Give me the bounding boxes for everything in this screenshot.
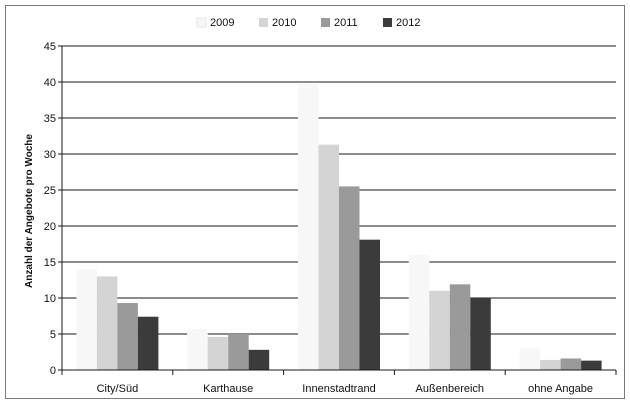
- legend-swatch: [196, 17, 207, 28]
- bar: [76, 269, 97, 370]
- bar: [228, 334, 249, 370]
- bar: [429, 290, 450, 370]
- bar: [298, 84, 319, 370]
- chart-frame: 2009 2010 2011 2012 0 5 10 15 20 25 30 35 40 45 City…: [5, 5, 625, 399]
- bar: [187, 328, 208, 370]
- y-tick-label: 10: [44, 293, 56, 305]
- y-tick-labels: 0 5 10 15 20 25 30 35 40 45: [44, 41, 56, 377]
- y-tick-label: 15: [44, 257, 56, 269]
- axes: [58, 45, 617, 375]
- y-axis-label: Anzahl der Angebote pro Woche: [24, 134, 35, 288]
- x-tick-label: ohne Angabe: [528, 383, 593, 395]
- bar: [470, 298, 491, 370]
- y-tick-label: 25: [44, 185, 56, 197]
- bar: [581, 360, 602, 370]
- legend: 2009 2010 2011 2012: [196, 17, 420, 29]
- bar: [449, 284, 471, 370]
- x-tick-label: Karthause: [203, 383, 253, 395]
- y-tick-label: 20: [44, 221, 56, 233]
- bar: [318, 144, 339, 370]
- bar: [540, 359, 561, 370]
- bar: [248, 349, 270, 370]
- y-tick-label: 30: [44, 149, 56, 161]
- y-tick-label: 45: [44, 41, 56, 53]
- bar: [207, 336, 229, 370]
- bar: [137, 316, 159, 370]
- legend-label: 2009: [210, 17, 234, 29]
- bar: [96, 276, 118, 370]
- x-tick-labels: City/Süd Karthause Innenstadtrand Außenbere…: [97, 383, 593, 395]
- legend-label: 2011: [334, 17, 358, 29]
- x-tick-label: Innenstadtrand: [302, 383, 375, 395]
- bar: [560, 358, 582, 370]
- y-tick-label: 40: [44, 77, 56, 89]
- x-tick-label: City/Süd: [97, 383, 139, 395]
- y-tick-label: 35: [44, 113, 56, 125]
- bar: [359, 239, 380, 370]
- bar: [339, 186, 360, 370]
- legend-swatch: [321, 18, 330, 27]
- bar: [519, 348, 541, 370]
- bars: [76, 84, 602, 370]
- legend-swatch: [383, 18, 392, 27]
- bar: [408, 254, 430, 370]
- x-tick-label: Außenbereich: [416, 383, 485, 395]
- bar-chart: 2009 2010 2011 2012 0 5 10 15 20 25 30 35 40 45 City…: [24, 17, 617, 395]
- bar: [117, 303, 138, 370]
- legend-label: 2012: [396, 17, 420, 29]
- legend-label: 2010: [272, 17, 296, 29]
- y-tick-label: 5: [50, 329, 56, 341]
- legend-swatch: [259, 18, 268, 27]
- y-tick-label: 0: [50, 365, 56, 377]
